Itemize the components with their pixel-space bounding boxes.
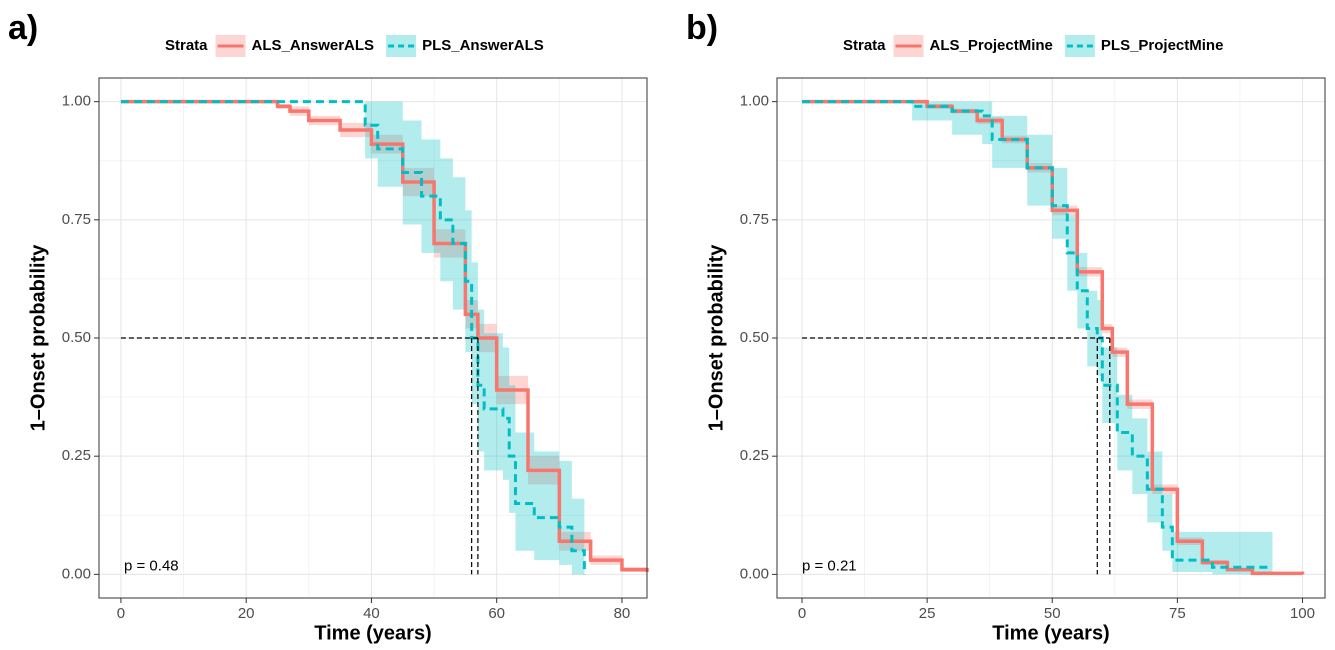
panel-label: b) xyxy=(686,9,718,47)
y-tick-label: 0.75 xyxy=(740,211,769,228)
legend-title: Strata xyxy=(165,37,208,54)
legend-label: ALS_AnswerALS xyxy=(252,37,375,54)
x-tick-label: 20 xyxy=(238,605,255,622)
panel-label: a) xyxy=(8,9,38,47)
y-tick-label: 0.00 xyxy=(740,565,769,582)
p-value: p = 0.48 xyxy=(124,557,179,574)
legend-title: Strata xyxy=(843,37,886,54)
legend-label: PLS_AnswerALS xyxy=(422,37,544,54)
x-tick-label: 0 xyxy=(798,605,806,622)
y-tick-label: 0.00 xyxy=(62,565,91,582)
y-tick-label: 0.50 xyxy=(62,329,91,346)
y-tick-label: 1.00 xyxy=(62,93,91,110)
y-axis-title: 1–Onset probability xyxy=(27,244,49,432)
x-axis-title: Time (years) xyxy=(992,622,1109,644)
legend-label: ALS_ProjectMine xyxy=(930,37,1053,54)
panel-border xyxy=(776,77,1326,599)
survival-curve xyxy=(120,99,649,572)
legend-label: PLS_ProjectMine xyxy=(1101,37,1224,54)
x-tick-label: 40 xyxy=(363,605,380,622)
x-axis-title: Time (years) xyxy=(314,622,431,644)
confidence-band xyxy=(120,101,585,575)
y-tick-label: 0.25 xyxy=(740,447,769,464)
y-tick-label: 0.25 xyxy=(62,447,91,464)
y-tick-label: 1.00 xyxy=(740,93,769,110)
y-tick-label: 0.50 xyxy=(740,329,769,346)
x-tick-label: 100 xyxy=(1290,605,1315,622)
x-tick-label: 50 xyxy=(1044,605,1061,622)
panel-border xyxy=(98,77,648,599)
y-axis-title: 1–Onset probability xyxy=(705,244,727,432)
x-tick-label: 0 xyxy=(117,605,125,622)
survival-curve xyxy=(120,100,586,575)
p-value: p = 0.21 xyxy=(802,557,857,574)
survival-curve xyxy=(802,100,1273,569)
x-tick-label: 80 xyxy=(614,605,631,622)
y-tick-label: 0.75 xyxy=(62,211,91,228)
x-tick-label: 60 xyxy=(488,605,505,622)
x-tick-label: 75 xyxy=(1169,605,1186,622)
x-tick-label: 25 xyxy=(919,605,936,622)
confidence-band xyxy=(802,101,1273,575)
